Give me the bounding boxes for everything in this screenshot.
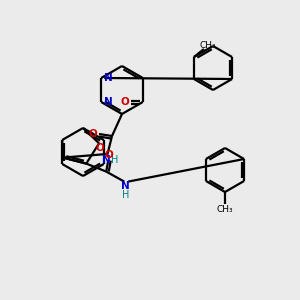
Text: O: O — [120, 97, 129, 107]
Text: H: H — [122, 190, 129, 200]
Text: N: N — [104, 97, 113, 107]
Text: N: N — [104, 73, 113, 83]
Text: H: H — [111, 155, 119, 165]
Text: N: N — [121, 181, 130, 190]
Text: O: O — [105, 150, 114, 160]
Text: CH₃: CH₃ — [200, 40, 216, 50]
Text: N: N — [102, 155, 110, 165]
Text: O: O — [88, 129, 98, 139]
Text: O: O — [96, 143, 104, 153]
Text: CH₃: CH₃ — [217, 206, 233, 214]
